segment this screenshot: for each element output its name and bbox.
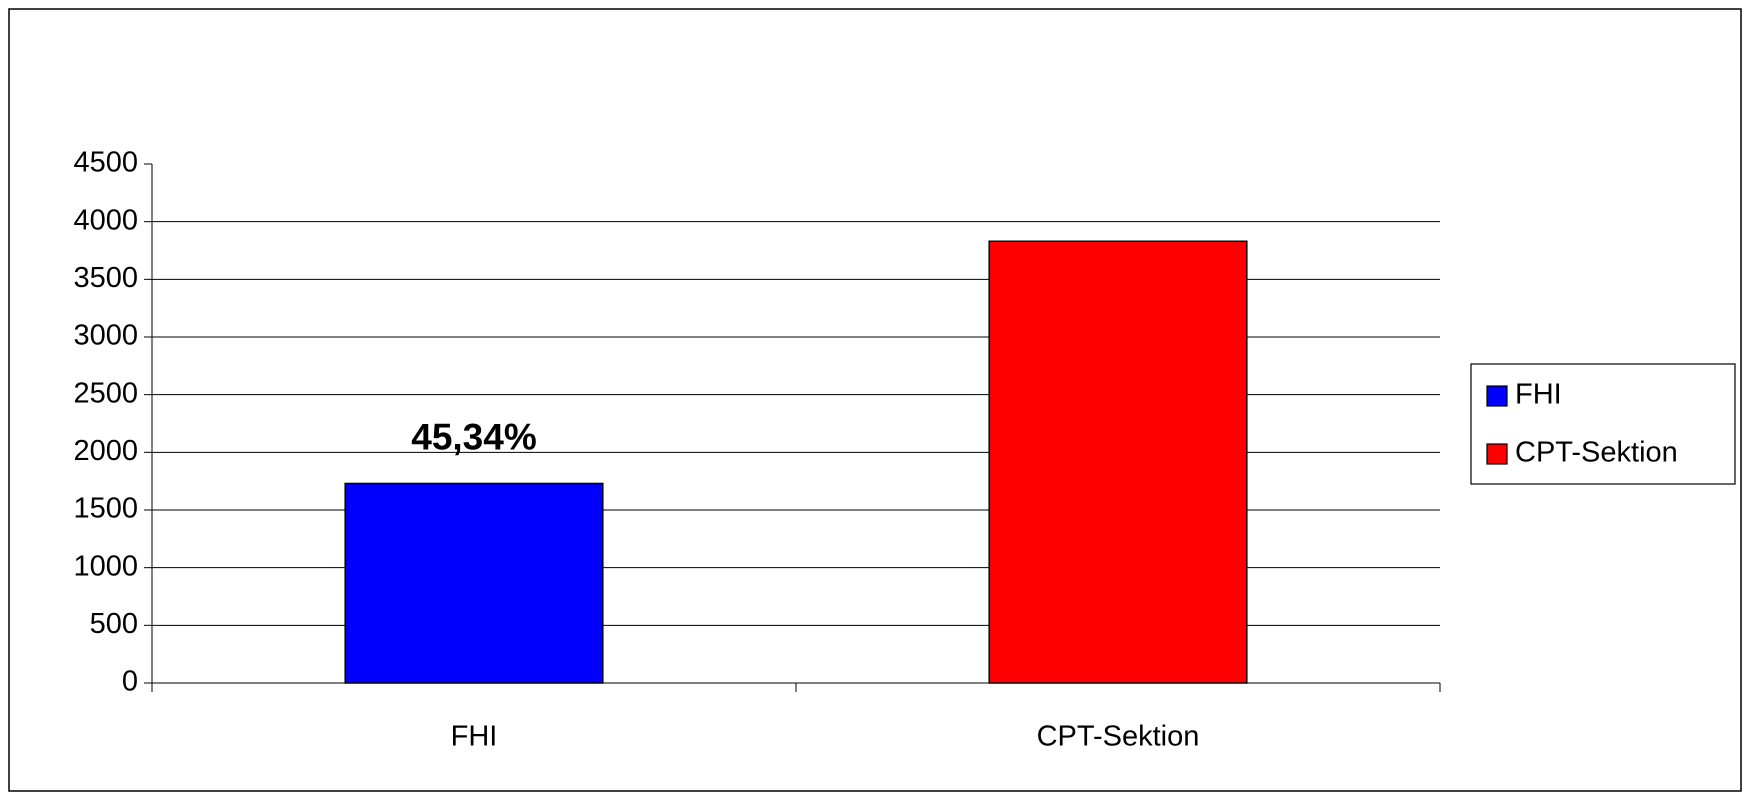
y-tick-label: 500 (90, 608, 138, 640)
legend-swatch (1486, 385, 1508, 407)
y-tick-label: 2500 (73, 377, 138, 409)
x-tick-label: FHI (451, 721, 498, 753)
chart-frame (8, 8, 1742, 792)
y-tick-label: 1500 (73, 493, 138, 525)
y-tick-label: 2000 (73, 435, 138, 467)
legend-box (1470, 363, 1736, 485)
bar (988, 240, 1248, 684)
y-tick-label: 0 (122, 666, 138, 698)
y-tick-label: 4500 (73, 147, 138, 179)
legend-label: FHI (1515, 379, 1562, 411)
y-tick-label: 4000 (73, 204, 138, 236)
annotation: 45,34% (411, 416, 537, 457)
legend-label: CPT-Sektion (1515, 437, 1678, 469)
bar (344, 482, 604, 684)
y-tick-label: 3000 (73, 320, 138, 352)
x-tick-label: CPT-Sektion (1037, 721, 1200, 753)
legend-swatch (1486, 443, 1508, 465)
y-tick-label: 3500 (73, 262, 138, 294)
y-tick-label: 1000 (73, 550, 138, 582)
